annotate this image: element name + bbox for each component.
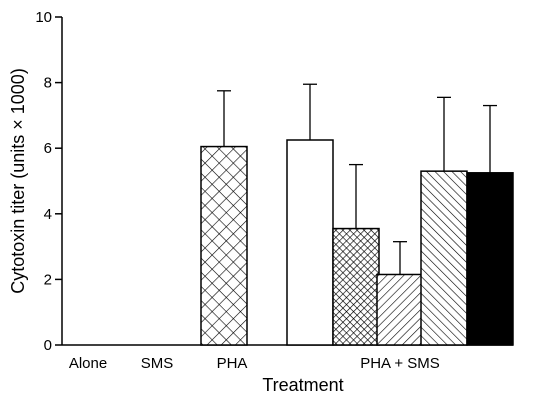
category-label-alone: Alone <box>69 355 107 372</box>
y-tick-label: 8 <box>44 75 52 92</box>
category-label-pha-sms: PHA + SMS <box>360 355 440 372</box>
category-label-pha: PHA <box>217 355 248 372</box>
y-tick-label: 4 <box>44 206 52 223</box>
bar-dense-crosshatch <box>332 227 380 346</box>
error-bars-group <box>217 83 497 275</box>
bars-group <box>200 139 514 346</box>
category-label-sms: SMS <box>141 355 174 372</box>
bar-open <box>286 139 334 346</box>
y-tick-label: 6 <box>44 140 52 157</box>
y-tick-label: 10 <box>35 9 52 26</box>
bar-crosshatch <box>200 145 248 346</box>
y-tick-label: 2 <box>44 271 52 288</box>
y-axis-title: Cytotoxin titer (units × 1000) <box>8 68 28 294</box>
bar-solid <box>466 172 514 346</box>
bar-diagonal-right <box>376 273 424 346</box>
y-axis-ticks: 0 2 4 6 8 10 <box>35 9 62 354</box>
y-tick-label: 0 <box>44 337 52 354</box>
x-axis-title: Treatment <box>262 375 343 395</box>
bar-diagonal-left <box>420 170 468 346</box>
